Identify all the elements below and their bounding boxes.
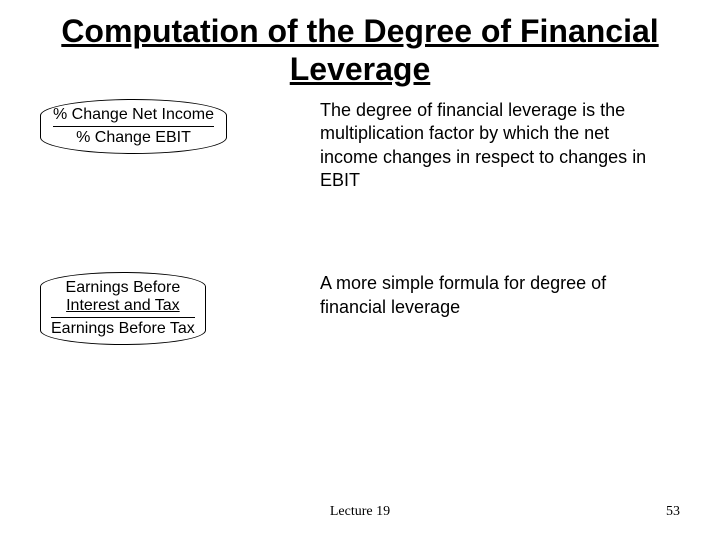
formula-1-numerator: % Change Net Income xyxy=(53,106,214,124)
formula-2-container: Earnings Before Interest and Tax Earning… xyxy=(40,272,270,345)
formula-1-line xyxy=(53,126,214,127)
lecture-label: Lecture 19 xyxy=(330,504,390,520)
formula-2-bracket: Earnings Before Interest and Tax Earning… xyxy=(40,272,206,345)
slide-title: Computation of the Degree of Financial L… xyxy=(0,0,720,89)
formula-1-bracket: % Change Net Income % Change EBIT xyxy=(40,99,227,154)
content-area: % Change Net Income % Change EBIT The de… xyxy=(0,89,720,346)
formula-row-1: % Change Net Income % Change EBIT The de… xyxy=(40,99,680,193)
formula-2-numerator-line1: Earnings Before xyxy=(66,279,181,297)
page-number: 53 xyxy=(666,504,680,520)
description-2: A more simple formula for degree of fina… xyxy=(270,272,680,319)
formula-1-container: % Change Net Income % Change EBIT xyxy=(40,99,270,154)
formula-2-numerator-line2: Interest and Tax xyxy=(66,297,181,315)
formula-2-numerator: Earnings Before Interest and Tax xyxy=(66,279,181,315)
description-1: The degree of financial leverage is the … xyxy=(270,99,680,193)
formula-row-2: Earnings Before Interest and Tax Earning… xyxy=(40,272,680,345)
formula-1-fraction: % Change Net Income % Change EBIT xyxy=(53,106,214,147)
formula-2-line xyxy=(51,317,195,318)
formula-2-denominator: Earnings Before Tax xyxy=(51,320,195,338)
footer: Lecture 19 53 xyxy=(0,504,720,520)
formula-2-fraction: Earnings Before Interest and Tax Earning… xyxy=(51,279,195,338)
formula-1-denominator: % Change EBIT xyxy=(76,129,191,147)
